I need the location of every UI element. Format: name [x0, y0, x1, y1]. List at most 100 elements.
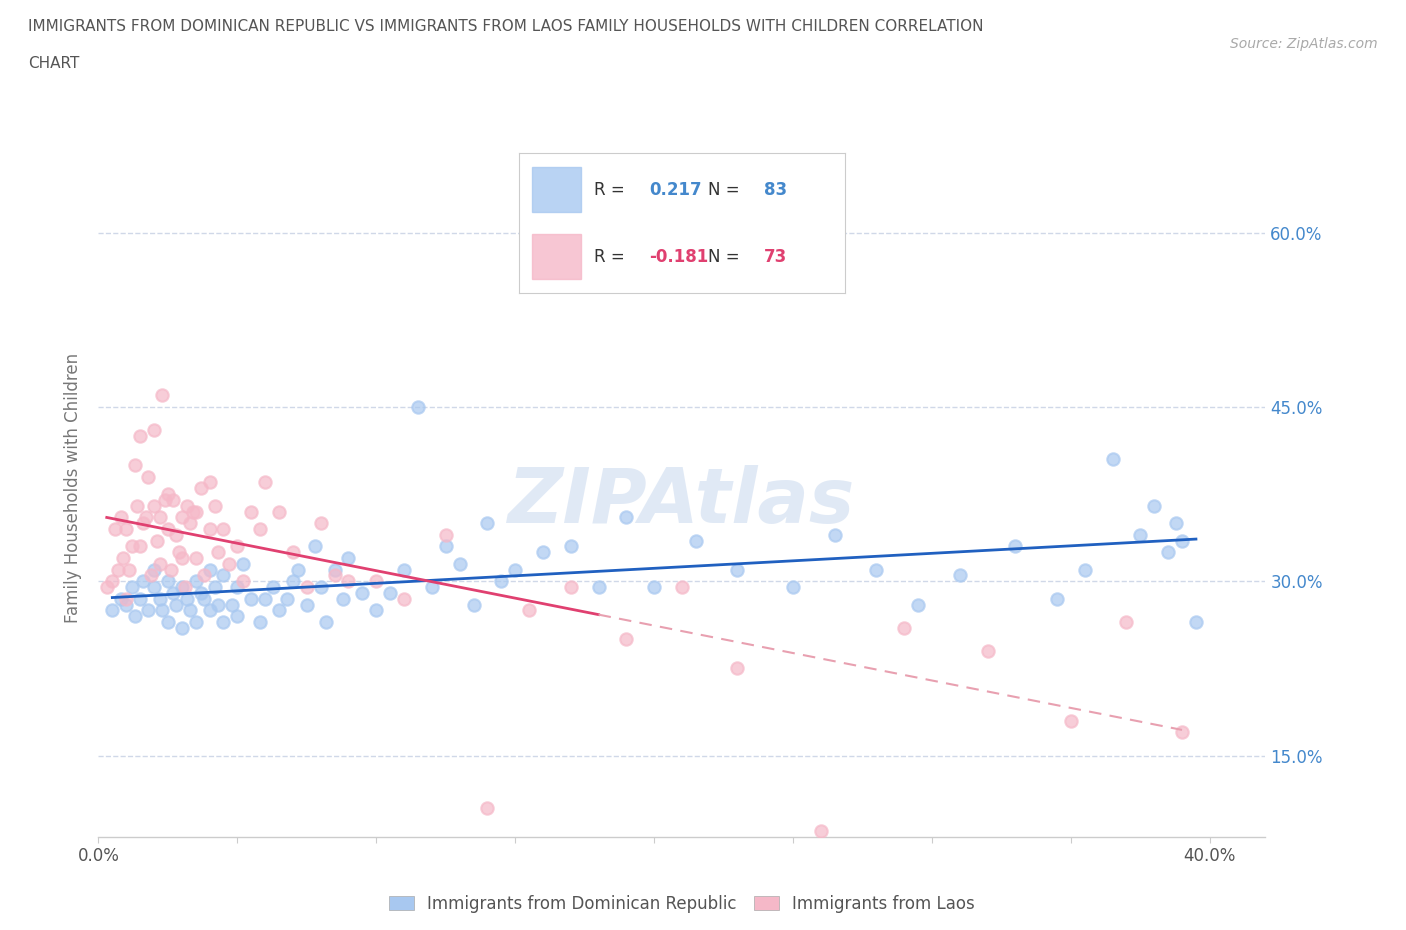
Point: [434, 539, 457, 554]
Point: [392, 591, 415, 606]
Point: [491, 574, 513, 589]
Point: [141, 568, 163, 583]
Point: [101, 603, 124, 618]
Point: [614, 632, 637, 647]
Point: [366, 603, 388, 618]
Point: [150, 603, 173, 618]
Point: [1046, 591, 1069, 606]
Text: Source: ZipAtlas.com: Source: ZipAtlas.com: [1230, 37, 1378, 51]
Point: [309, 579, 332, 594]
Point: [167, 545, 190, 560]
Point: [96, 579, 118, 594]
Point: [226, 579, 249, 594]
Point: [127, 498, 149, 513]
Point: [198, 562, 221, 577]
Point: [129, 539, 152, 554]
Point: [477, 801, 499, 816]
Point: [121, 579, 143, 594]
Point: [287, 562, 309, 577]
Point: [1115, 615, 1137, 630]
Point: [193, 568, 215, 583]
Point: [643, 579, 665, 594]
Point: [254, 591, 277, 606]
Point: [295, 597, 318, 612]
Point: [118, 562, 141, 577]
Point: [146, 533, 169, 548]
Point: [198, 522, 221, 537]
Point: [207, 545, 229, 560]
Point: [193, 591, 215, 606]
Point: [148, 591, 170, 606]
Point: [212, 522, 235, 537]
Point: [138, 603, 160, 618]
Point: [531, 545, 554, 560]
Point: [156, 522, 179, 537]
Point: [262, 579, 284, 594]
Point: [115, 597, 138, 612]
Point: [107, 562, 129, 577]
Point: [190, 586, 212, 601]
Point: [129, 429, 152, 444]
Point: [267, 504, 290, 519]
Point: [907, 597, 929, 612]
Point: [165, 597, 187, 612]
Point: [614, 510, 637, 525]
Point: [503, 562, 526, 577]
Point: [143, 562, 166, 577]
Point: [162, 586, 184, 601]
Point: [132, 516, 155, 531]
Point: [129, 591, 152, 606]
Point: [143, 579, 166, 594]
Point: [332, 591, 354, 606]
Point: [101, 574, 124, 589]
Point: [671, 579, 693, 594]
Point: [477, 516, 499, 531]
Point: [560, 539, 582, 554]
Point: [184, 551, 207, 565]
Point: [232, 574, 254, 589]
Point: [162, 493, 184, 508]
Point: [1185, 615, 1208, 630]
Point: [810, 824, 832, 839]
Point: [463, 597, 485, 612]
Point: [212, 568, 235, 583]
Point: [226, 539, 249, 554]
Point: [170, 620, 193, 635]
Point: [240, 504, 263, 519]
Point: [170, 510, 193, 525]
Legend: Immigrants from Dominican Republic, Immigrants from Laos: Immigrants from Dominican Republic, Immi…: [382, 888, 981, 920]
Point: [124, 458, 146, 472]
Point: [727, 562, 749, 577]
Point: [685, 533, 707, 548]
Point: [304, 539, 326, 554]
Point: [249, 615, 271, 630]
Point: [309, 516, 332, 531]
Point: [976, 644, 998, 658]
Point: [148, 556, 170, 571]
Point: [392, 562, 415, 577]
Point: [153, 493, 176, 508]
Point: [337, 574, 360, 589]
Point: [190, 481, 212, 496]
Point: [184, 615, 207, 630]
Point: [204, 498, 226, 513]
Point: [240, 591, 263, 606]
Point: [1166, 516, 1188, 531]
Point: [295, 579, 318, 594]
Point: [110, 510, 132, 525]
Point: [115, 522, 138, 537]
Point: [378, 586, 402, 601]
Point: [893, 620, 915, 635]
Point: [156, 486, 179, 501]
Point: [249, 522, 271, 537]
Point: [782, 579, 804, 594]
Point: [204, 579, 226, 594]
Point: [1101, 452, 1123, 467]
Point: [1129, 527, 1152, 542]
Point: [267, 603, 290, 618]
Point: [112, 551, 135, 565]
Point: [281, 574, 304, 589]
Point: [276, 591, 298, 606]
Point: [1060, 713, 1083, 728]
Point: [115, 591, 138, 606]
